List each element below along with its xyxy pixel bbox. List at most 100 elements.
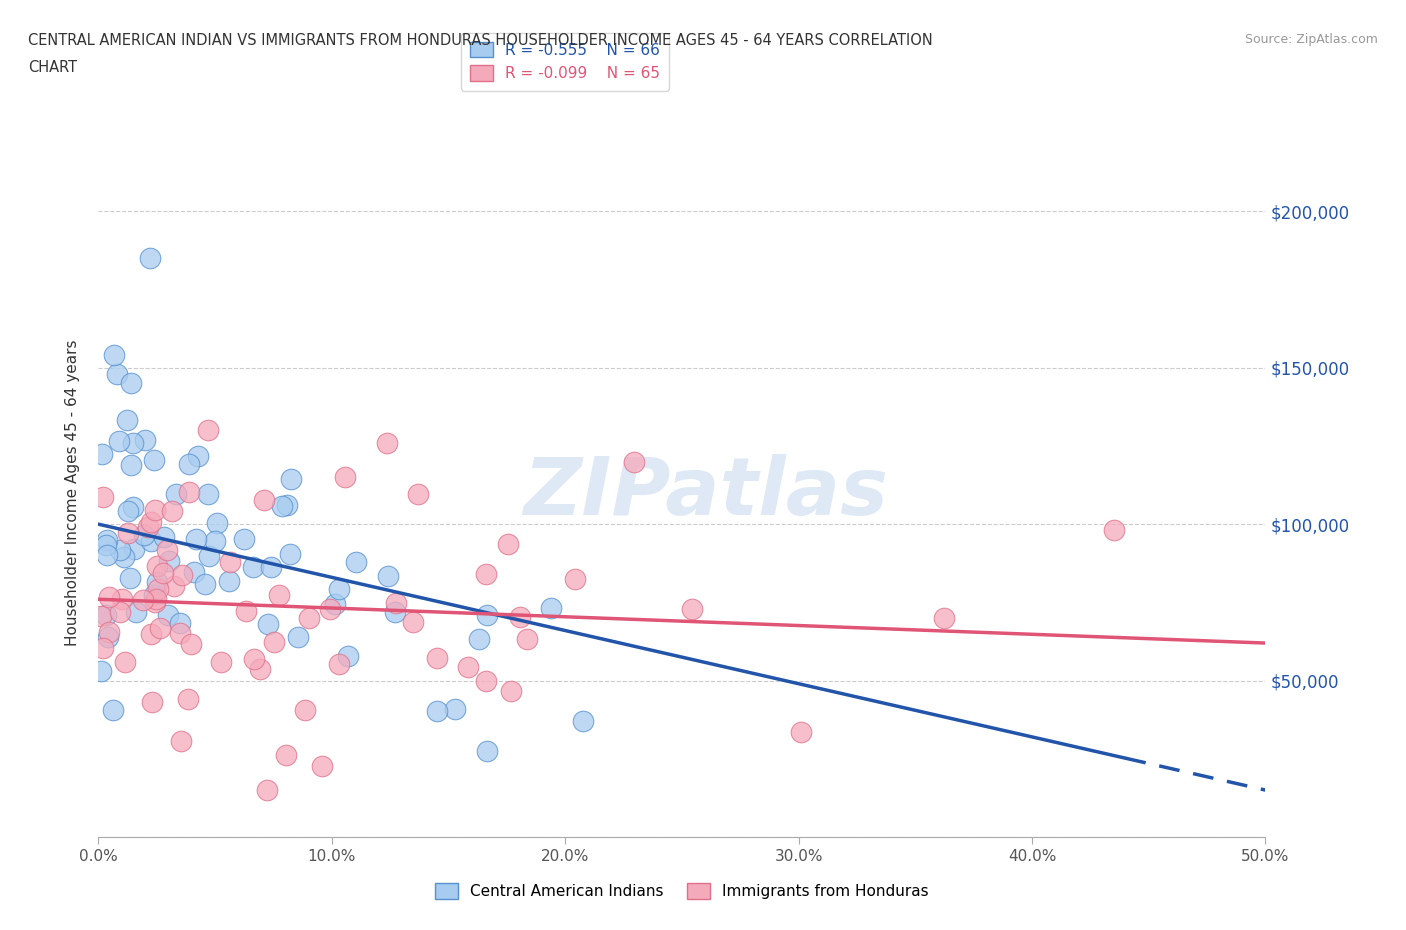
Point (184, 532, 207, 547)
Point (287, 630, 309, 644)
Point (117, 413, 139, 428)
Point (197, 486, 219, 501)
Point (96, 548, 118, 563)
Point (170, 734, 193, 749)
Point (197, 423, 219, 438)
Point (571, 713, 593, 728)
Point (384, 596, 406, 611)
Point (269, 588, 291, 603)
Point (121, 435, 143, 450)
Point (540, 601, 562, 616)
Point (323, 596, 346, 611)
Point (205, 515, 228, 530)
Point (97, 630, 120, 644)
Point (101, 702, 124, 717)
Point (143, 502, 166, 517)
Y-axis label: Householder Income Ages 45 - 64 years: Householder Income Ages 45 - 64 years (65, 339, 80, 646)
Point (194, 577, 217, 591)
Point (97, 625, 120, 640)
Point (120, 458, 142, 472)
Point (499, 684, 522, 698)
Point (280, 472, 302, 486)
Point (120, 376, 142, 391)
Point (94, 538, 117, 552)
Point (183, 565, 205, 580)
Point (274, 748, 297, 763)
Point (179, 457, 201, 472)
Point (134, 432, 156, 447)
Point (790, 724, 813, 739)
Point (97, 590, 120, 604)
Point (384, 604, 406, 619)
Point (467, 631, 489, 646)
Point (132, 527, 155, 542)
Point (149, 620, 172, 635)
Point (91, 489, 114, 504)
Point (457, 659, 479, 674)
Point (91, 640, 114, 655)
Point (117, 503, 139, 518)
Point (623, 455, 645, 470)
Point (475, 566, 498, 581)
Point (105, 366, 128, 381)
Point (141, 534, 163, 549)
Point (157, 553, 180, 568)
Point (152, 565, 174, 580)
Text: CENTRAL AMERICAN INDIAN VS IMMIGRANTS FROM HONDURAS HOUSEHOLDER INCOME AGES 45 -: CENTRAL AMERICAN INDIAN VS IMMIGRANTS FR… (28, 33, 932, 47)
Point (169, 626, 191, 641)
Point (509, 610, 531, 625)
Point (475, 607, 498, 622)
Point (141, 695, 163, 710)
Point (187, 448, 209, 463)
Point (406, 486, 429, 501)
Point (496, 537, 519, 551)
Point (263, 634, 285, 649)
Point (96, 533, 118, 548)
Point (143, 594, 166, 609)
Point (204, 534, 226, 549)
Point (153, 529, 176, 544)
Point (232, 532, 254, 547)
Point (243, 651, 266, 666)
Point (146, 558, 169, 573)
Point (145, 591, 167, 606)
Point (932, 610, 955, 625)
Point (110, 591, 132, 606)
Point (156, 542, 179, 557)
Point (120, 571, 142, 586)
Point (426, 651, 449, 666)
Point (328, 657, 350, 671)
Point (146, 575, 169, 590)
Point (270, 498, 292, 513)
Point (177, 692, 200, 707)
Text: Source: ZipAtlas.com: Source: ZipAtlas.com (1244, 33, 1378, 46)
Legend: Central American Indians, Immigrants from Honduras: Central American Indians, Immigrants fro… (429, 877, 935, 905)
Point (160, 504, 183, 519)
Text: ZIPatlas: ZIPatlas (523, 454, 887, 532)
Point (148, 582, 170, 597)
Point (125, 604, 148, 619)
Point (260, 560, 283, 575)
Point (328, 581, 350, 596)
Point (114, 655, 136, 670)
Point (209, 655, 232, 670)
Point (107, 434, 129, 449)
Point (242, 560, 264, 575)
Point (681, 602, 703, 617)
Point (117, 525, 139, 540)
Point (278, 547, 301, 562)
Point (166, 486, 188, 501)
Point (375, 435, 398, 450)
Point (475, 674, 498, 689)
Point (311, 759, 333, 774)
Point (402, 615, 425, 630)
Point (333, 470, 356, 485)
Point (90, 446, 112, 461)
Point (344, 554, 367, 569)
Point (156, 607, 179, 622)
Point (426, 704, 449, 719)
Point (90, 608, 112, 623)
Point (257, 617, 280, 631)
Text: CHART: CHART (28, 60, 77, 75)
Point (108, 604, 131, 619)
